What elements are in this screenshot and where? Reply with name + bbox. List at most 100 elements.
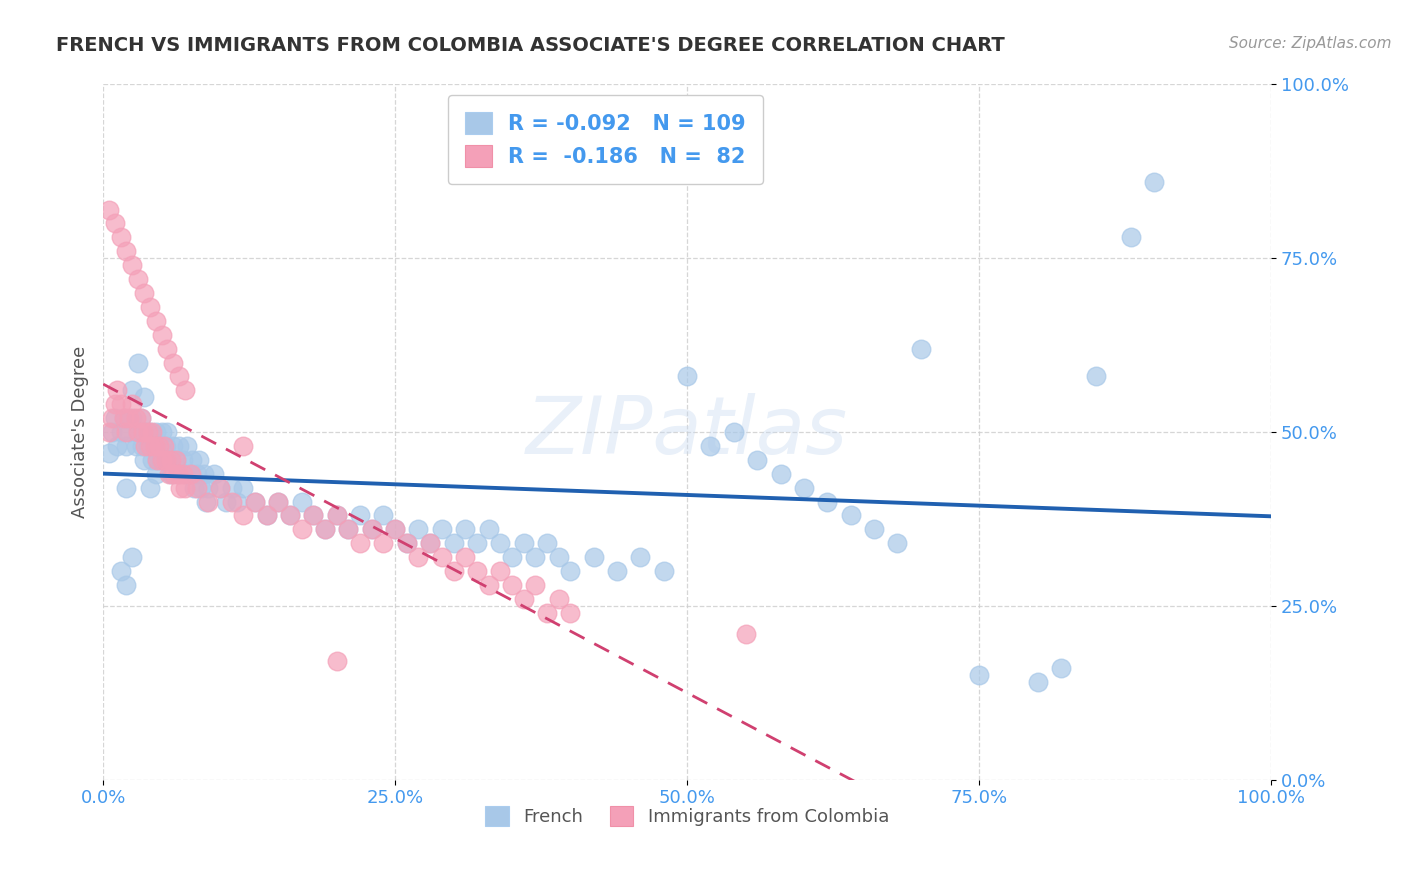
Point — [173, 467, 195, 481]
Point — [193, 467, 215, 481]
Point — [139, 481, 162, 495]
Point — [112, 411, 135, 425]
Point — [145, 425, 167, 439]
Point — [155, 453, 177, 467]
Point — [104, 411, 127, 425]
Point — [132, 285, 155, 300]
Point — [180, 467, 202, 481]
Point — [186, 481, 208, 495]
Point — [349, 536, 371, 550]
Point — [153, 439, 176, 453]
Point — [1143, 175, 1166, 189]
Point — [373, 536, 395, 550]
Point — [150, 453, 173, 467]
Point — [121, 258, 143, 272]
Point — [129, 411, 152, 425]
Point — [1084, 369, 1107, 384]
Point — [143, 439, 166, 453]
Point — [187, 453, 209, 467]
Point — [314, 522, 336, 536]
Point — [384, 522, 406, 536]
Point — [197, 481, 219, 495]
Point — [134, 425, 156, 439]
Point — [194, 494, 217, 508]
Point — [121, 397, 143, 411]
Point — [157, 453, 180, 467]
Point — [179, 467, 201, 481]
Point — [150, 425, 173, 439]
Point — [512, 536, 534, 550]
Point — [477, 578, 499, 592]
Point — [176, 439, 198, 453]
Point — [131, 439, 153, 453]
Point — [395, 536, 418, 550]
Point — [465, 564, 488, 578]
Point — [172, 467, 194, 481]
Point — [256, 508, 278, 523]
Point — [139, 300, 162, 314]
Point — [863, 522, 886, 536]
Point — [132, 390, 155, 404]
Point — [118, 411, 141, 425]
Point — [141, 453, 163, 467]
Legend: French, Immigrants from Colombia: French, Immigrants from Colombia — [478, 799, 897, 833]
Point — [98, 425, 121, 439]
Point — [419, 536, 441, 550]
Point — [314, 522, 336, 536]
Point — [167, 369, 190, 384]
Point — [628, 550, 651, 565]
Point — [186, 467, 208, 481]
Point — [267, 494, 290, 508]
Point — [146, 453, 169, 467]
Point — [477, 522, 499, 536]
Point — [156, 342, 179, 356]
Point — [110, 564, 132, 578]
Point — [501, 578, 523, 592]
Point — [104, 397, 127, 411]
Point — [169, 481, 191, 495]
Point — [226, 494, 249, 508]
Point — [129, 411, 152, 425]
Point — [232, 481, 254, 495]
Point — [162, 467, 184, 481]
Point — [150, 327, 173, 342]
Point — [215, 494, 238, 508]
Point — [256, 508, 278, 523]
Point — [325, 508, 347, 523]
Point — [121, 411, 143, 425]
Point — [723, 425, 745, 439]
Point — [454, 522, 477, 536]
Point — [143, 439, 166, 453]
Point — [734, 626, 756, 640]
Point — [125, 439, 148, 453]
Point — [208, 481, 231, 495]
Point — [1050, 661, 1073, 675]
Point — [115, 578, 138, 592]
Point — [699, 439, 721, 453]
Point — [127, 355, 149, 369]
Point — [146, 453, 169, 467]
Point — [465, 536, 488, 550]
Point — [747, 453, 769, 467]
Point — [524, 550, 547, 565]
Point — [443, 564, 465, 578]
Point — [148, 439, 170, 453]
Point — [221, 481, 243, 495]
Point — [373, 508, 395, 523]
Point — [190, 481, 212, 495]
Point — [652, 564, 675, 578]
Point — [167, 439, 190, 453]
Point — [153, 453, 176, 467]
Point — [110, 230, 132, 244]
Point — [524, 578, 547, 592]
Point — [839, 508, 862, 523]
Point — [489, 536, 512, 550]
Point — [157, 467, 180, 481]
Point — [408, 550, 430, 565]
Point — [145, 314, 167, 328]
Point — [136, 425, 159, 439]
Y-axis label: Associate's Degree: Associate's Degree — [72, 346, 89, 518]
Point — [115, 425, 138, 439]
Point — [121, 550, 143, 565]
Point — [98, 202, 121, 217]
